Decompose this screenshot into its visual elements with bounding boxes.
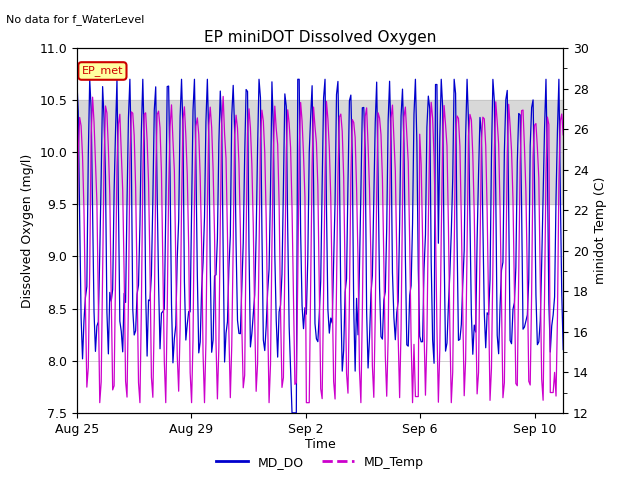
Legend: MD_DO, MD_Temp: MD_DO, MD_Temp	[211, 451, 429, 474]
X-axis label: Time: Time	[305, 438, 335, 451]
Bar	[77, 100, 563, 204]
Text: No data for f_WaterLevel: No data for f_WaterLevel	[6, 14, 145, 25]
Y-axis label: minidot Temp (C): minidot Temp (C)	[595, 177, 607, 284]
Y-axis label: Dissolved Oxygen (mg/l): Dissolved Oxygen (mg/l)	[20, 153, 34, 308]
Title: EP miniDOT Dissolved Oxygen: EP miniDOT Dissolved Oxygen	[204, 30, 436, 46]
Text: EP_met: EP_met	[82, 66, 123, 76]
